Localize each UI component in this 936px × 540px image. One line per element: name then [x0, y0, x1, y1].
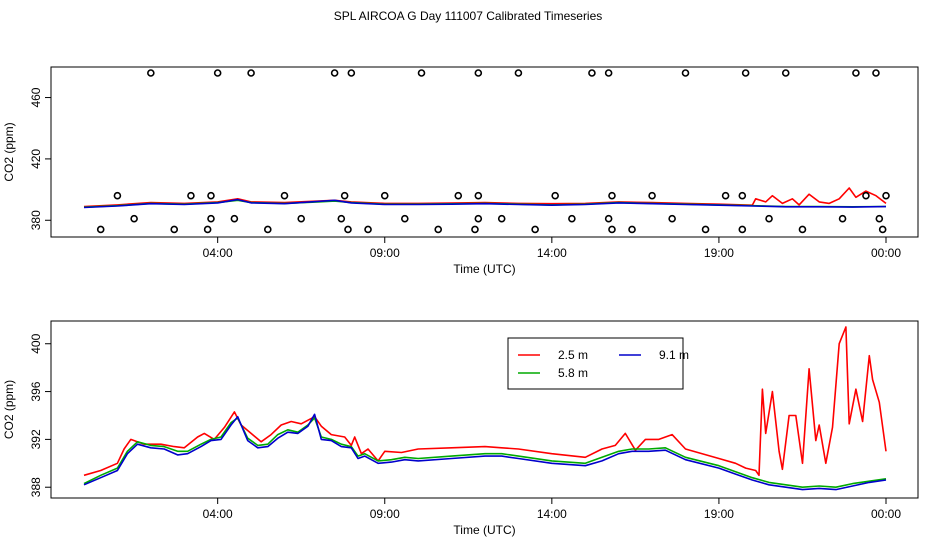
- data-point: [347, 69, 356, 77]
- data-point: [400, 214, 409, 223]
- y-axis-label: CO2 (ppm): [2, 380, 16, 439]
- data-point: [364, 225, 372, 234]
- data-point: [798, 225, 807, 234]
- x-tick-label: 00:00: [871, 246, 901, 260]
- data-point: [741, 69, 750, 77]
- data-point: [434, 225, 443, 234]
- data-point: [147, 69, 155, 77]
- data-point: [648, 191, 656, 200]
- data-point: [417, 69, 426, 77]
- data-point: [551, 191, 559, 200]
- data-point: [568, 214, 576, 223]
- data-point: [474, 191, 483, 200]
- data-point: [681, 69, 690, 77]
- plot-frame: [50, 320, 919, 499]
- y-axis-label: CO2 (ppm): [2, 122, 16, 181]
- data-point: [721, 191, 730, 200]
- x-tick-label: 14:00: [537, 507, 567, 521]
- data-point: [187, 191, 195, 200]
- data-point: [247, 69, 255, 77]
- data-point: [207, 191, 215, 200]
- x-tick-label: 04:00: [203, 246, 233, 260]
- data-point: [738, 225, 747, 234]
- legend: 2.5 m 9.1 m 5.8 m: [507, 337, 689, 390]
- x-tick-label: 04:00: [203, 507, 233, 521]
- data-point: [872, 69, 880, 77]
- y-tick-label: 380: [29, 210, 43, 230]
- data-point: [280, 191, 289, 200]
- data-point: [230, 214, 239, 223]
- data-point: [604, 214, 613, 223]
- series-line-2-5-m: [83, 326, 887, 477]
- data-point: [668, 214, 676, 223]
- data-point: [878, 225, 887, 234]
- x-tick-label: 09:00: [370, 246, 400, 260]
- x-tick-label: 19:00: [704, 507, 734, 521]
- series-line-9-1-m: [83, 198, 887, 209]
- data-point: [474, 69, 483, 77]
- x-axis-label: Time (UTC): [453, 523, 515, 537]
- bottom-panel: 04:00 09:00 14:00 19:00 00:00 388 392 396 400 Tim…: [2, 320, 919, 537]
- data-point: [380, 191, 389, 200]
- data-point: [203, 225, 212, 234]
- data-point: [344, 225, 352, 234]
- data-point: [170, 225, 179, 234]
- data-point: [130, 214, 138, 223]
- data-point: [454, 191, 463, 200]
- data-point: [628, 225, 636, 234]
- x-tick-label: 00:00: [871, 507, 901, 521]
- data-point: [588, 69, 596, 77]
- data-point: [207, 214, 215, 223]
- x-tick-label: 14:00: [537, 246, 567, 260]
- data-point: [738, 191, 747, 200]
- data-point: [96, 225, 105, 234]
- data-point: [781, 69, 790, 77]
- y-tick-label: 460: [29, 87, 43, 107]
- y-tick-label: 420: [29, 149, 43, 169]
- data-point: [765, 214, 773, 223]
- data-point: [497, 214, 506, 223]
- data-point: [838, 214, 847, 223]
- data-point: [882, 191, 890, 200]
- data-point: [608, 225, 616, 234]
- data-point: [701, 225, 710, 234]
- data-point: [604, 69, 613, 77]
- data-point: [531, 225, 539, 234]
- y-tick-label: 392: [29, 429, 43, 449]
- data-point: [875, 214, 884, 223]
- data-point: [113, 191, 122, 200]
- data-point: [852, 69, 860, 77]
- plot-frame: [50, 66, 919, 238]
- data-point: [471, 225, 479, 234]
- data-point: [297, 214, 306, 223]
- x-tick-label: 09:00: [370, 507, 400, 521]
- y-tick-label: 396: [29, 381, 43, 401]
- y-tick-label: 400: [29, 333, 43, 353]
- legend-label: 5.8 m: [558, 366, 588, 380]
- data-point: [263, 225, 272, 234]
- data-point: [862, 191, 870, 200]
- data-point: [608, 191, 616, 200]
- series-line-5-8-m: [83, 417, 887, 489]
- legend-label: 9.1 m: [659, 348, 689, 362]
- y-tick-label: 388: [29, 477, 43, 497]
- data-point: [337, 214, 346, 223]
- top-panel: 04:00 09:00 14:00 19:00 00:00 380 420 460 Time (…: [2, 66, 919, 276]
- data-point: [340, 191, 349, 200]
- data-point: [330, 69, 339, 77]
- series-line-9-1-m: [83, 413, 887, 491]
- chart-title: SPL AIRCOA G Day 111007 Calibrated Times…: [333, 9, 603, 23]
- legend-label: 2.5 m: [558, 348, 588, 362]
- x-tick-label: 19:00: [704, 246, 734, 260]
- x-axis-label: Time (UTC): [453, 262, 515, 276]
- data-point: [474, 214, 483, 223]
- legend-box: [507, 337, 684, 390]
- data-point: [213, 69, 222, 77]
- data-point: [514, 69, 523, 77]
